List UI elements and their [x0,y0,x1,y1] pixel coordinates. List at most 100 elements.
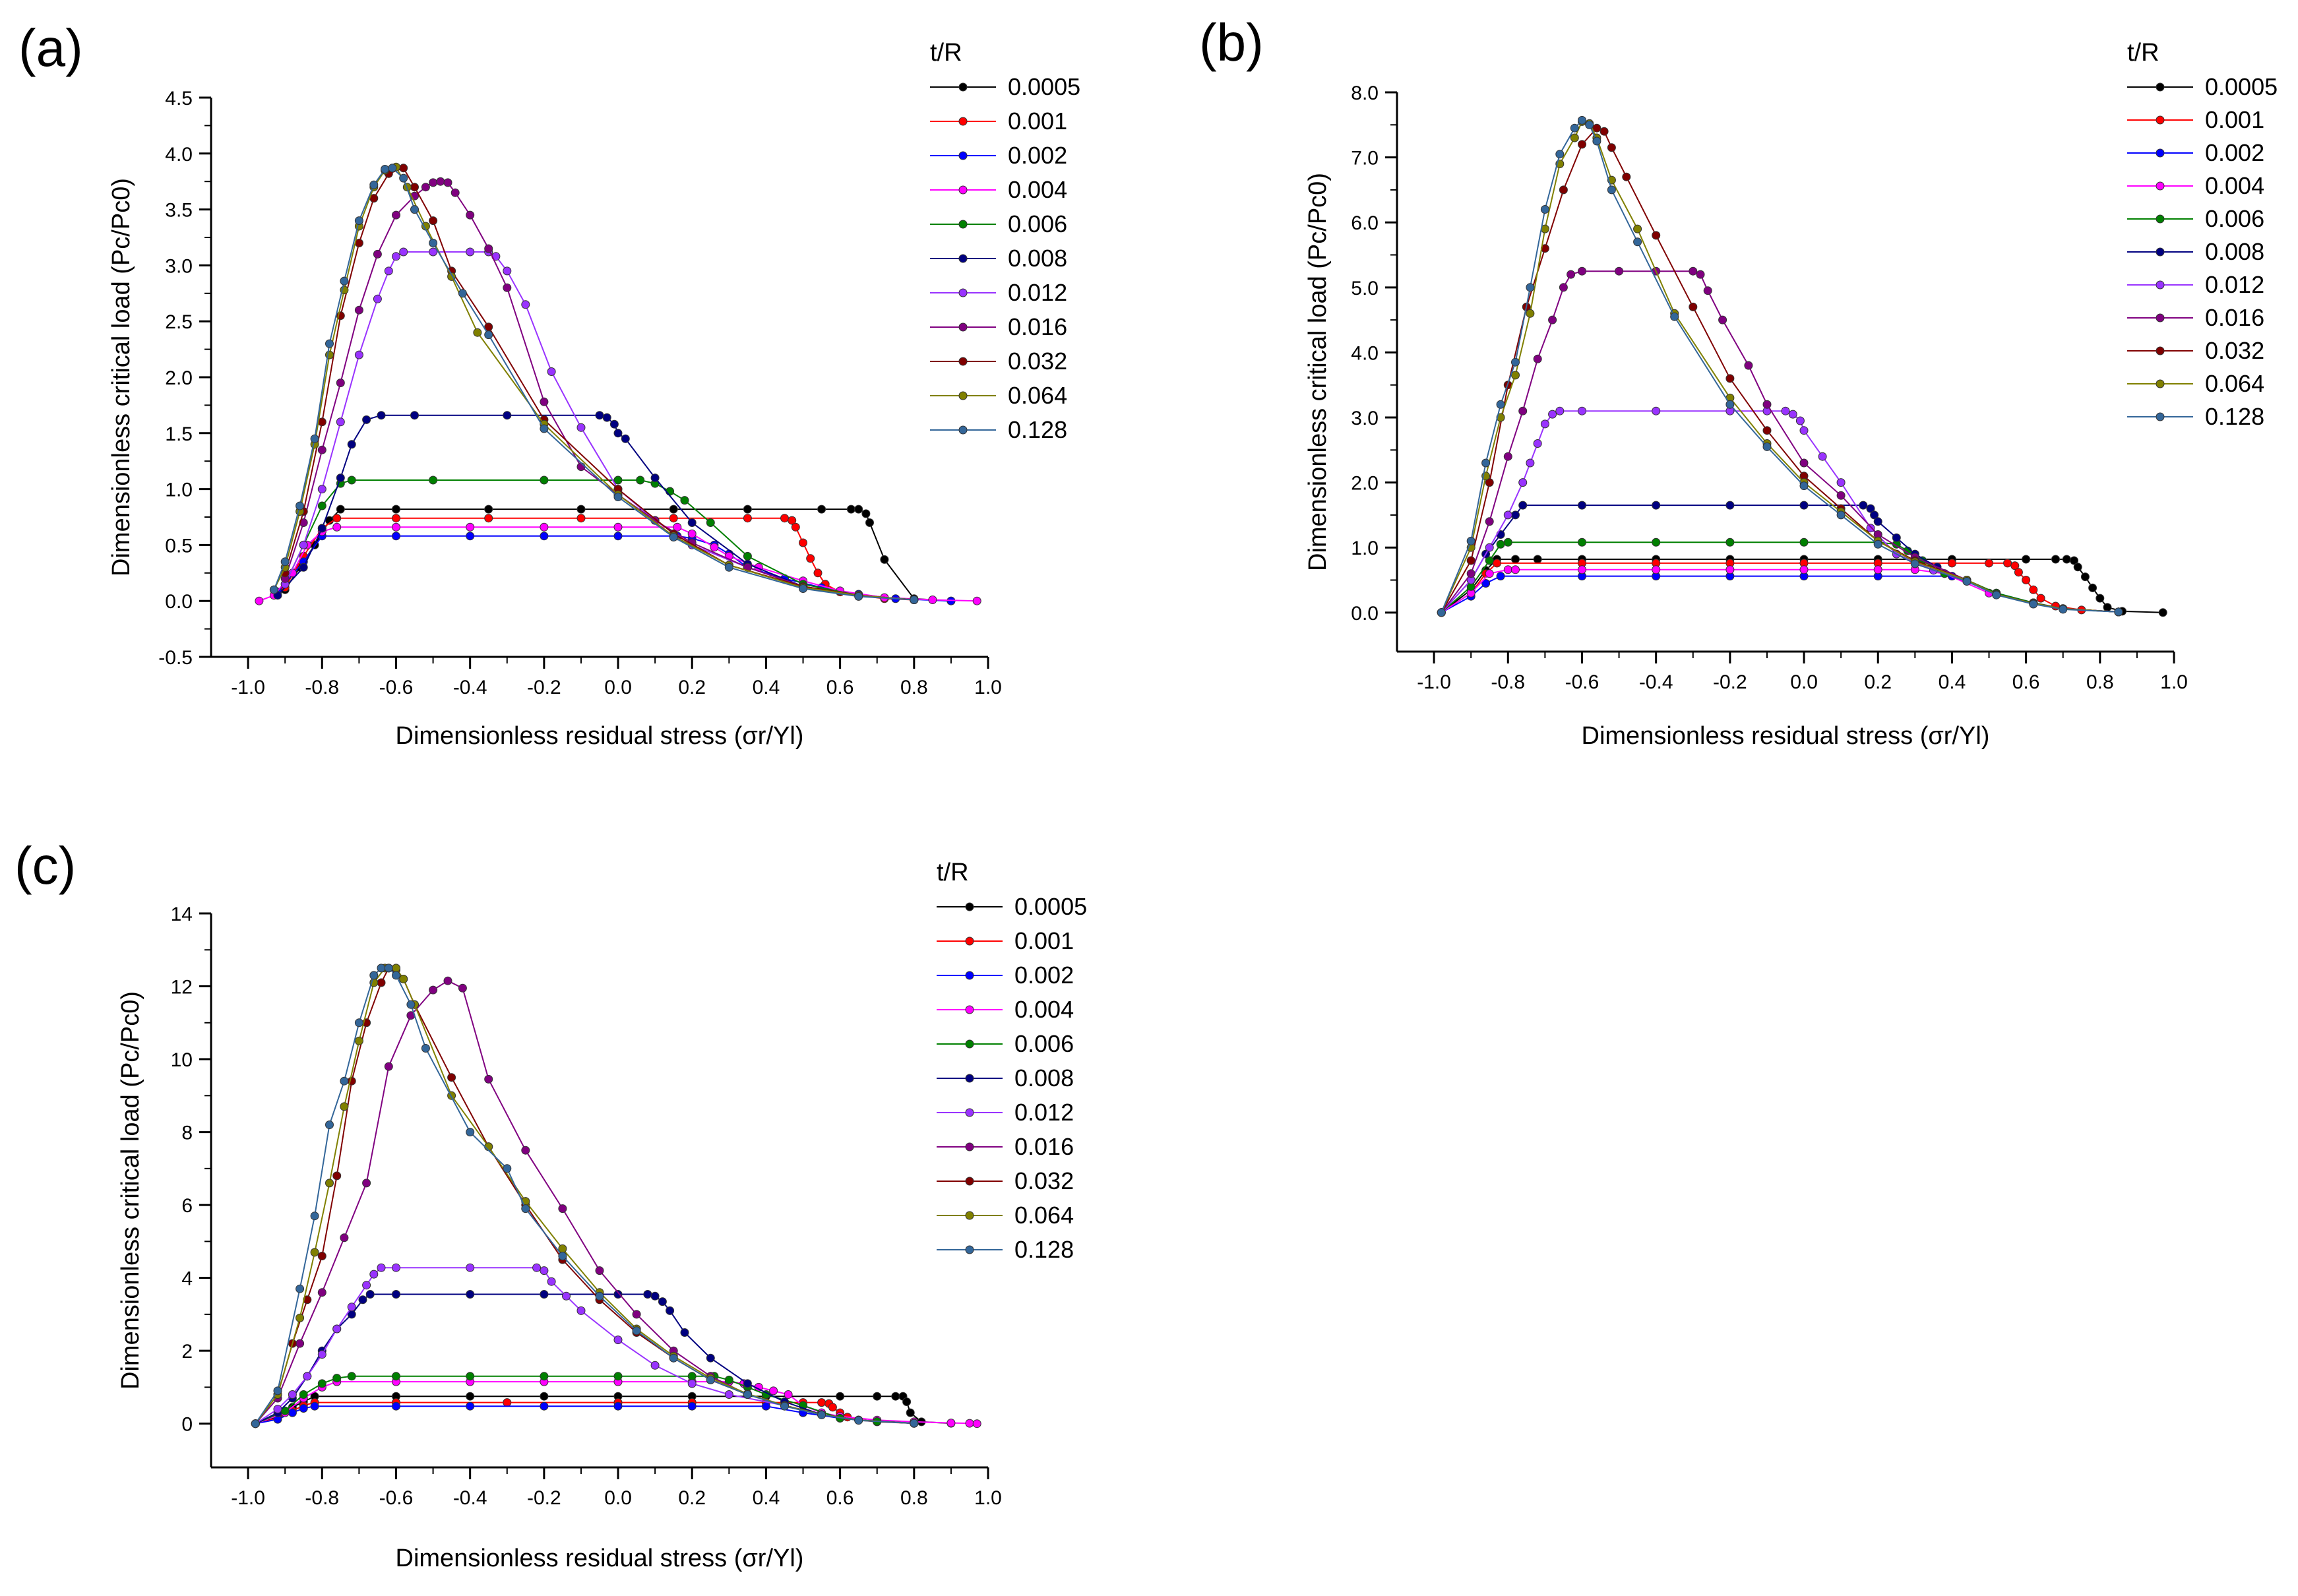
data-point [1511,357,1520,367]
data-point [1652,231,1661,240]
legend-swatch-marker [2156,379,2165,388]
data-point [299,540,308,549]
data-point [299,563,308,572]
data-point [369,180,379,189]
data-point [706,1353,715,1363]
data-point [392,1290,400,1299]
data-point [632,1326,641,1335]
data-point [1485,543,1494,552]
data-point [791,522,800,532]
y-tick-label: 7.0 [1351,148,1379,169]
data-point [2051,555,2060,564]
data-point [2029,599,2038,609]
data-point [1578,115,1586,125]
data-point [392,964,400,973]
data-point [310,1212,319,1221]
data-point [340,1076,349,1086]
data-point [325,339,334,348]
data-point [576,505,586,514]
data-point [1496,572,1505,581]
legend-swatch-marker [965,1074,974,1083]
x-axis-title: Dimensionless residual stress (σr/Yl) [1582,722,1990,750]
data-point [503,1398,512,1407]
data-point [347,476,356,485]
data-point [576,514,586,523]
data-point [602,413,611,422]
data-point [384,964,393,973]
data-point [780,1401,789,1411]
x-tick-label: 0.2 [1864,671,1892,693]
legend-entry: 0.006 [937,1030,1074,1057]
series-line [284,181,914,601]
data-point [910,596,919,604]
data-point [458,983,467,993]
legend-entry: 0.0005 [937,893,1087,920]
y-tick-label: 4.0 [1351,342,1379,364]
data-point [540,532,549,541]
legend-swatch-marker [958,357,968,366]
series-0.0005 [251,1392,956,1428]
data-point [2022,576,2031,584]
data-point [788,516,797,525]
y-tick-label: -0.5 [158,647,193,669]
data-point [1437,608,1446,617]
data-point [466,1128,475,1137]
data-point [743,514,752,523]
data-point [317,1252,326,1260]
data-point [410,205,419,214]
data-point [650,1291,660,1301]
x-tick-label: 0.2 [678,677,706,698]
data-point [484,505,493,514]
data-point [484,244,493,253]
data-point [947,1419,956,1428]
legend-entry: 0.032 [2127,337,2264,364]
data-point [1633,224,1642,233]
legend-entry: 0.128 [937,1236,1074,1263]
legend-label: 0.0005 [2205,73,2278,100]
data-point [650,1361,660,1370]
legend-entry: 0.064 [2127,370,2264,397]
series-line [273,167,914,601]
data-point [706,1375,715,1384]
legend-swatch-marker [2156,280,2165,290]
series-0.064 [251,964,919,1428]
x-tick-label: 0.4 [753,677,780,698]
data-point [340,1233,349,1243]
legend-entry: 0.128 [2127,403,2264,430]
x-tick-label: -0.2 [527,677,561,698]
data-point [317,1288,326,1297]
data-point [1652,406,1661,415]
legend-swatch-marker [958,82,968,92]
data-point [503,266,512,276]
data-point [1795,416,1805,425]
series-line [1441,541,2119,613]
data-point [1511,555,1520,564]
data-point [706,518,715,527]
legend-label: 0.128 [2205,403,2264,430]
data-point [1788,410,1797,419]
legend-entry: 0.008 [930,245,1067,272]
series-line [1441,270,2119,613]
legend-entry: 0.008 [937,1064,1074,1091]
data-point [295,501,305,510]
data-point [421,183,430,192]
data-point [332,522,342,532]
y-tick-label: 8 [181,1122,193,1144]
data-point [2010,561,2020,570]
data-point [880,555,889,564]
data-point [377,978,386,987]
legend-entry: 0.012 [930,279,1067,306]
data-point [1567,270,1576,279]
legend-label: 0.006 [2205,205,2264,232]
data-point [2059,605,2068,614]
data-point [317,485,326,494]
y-tick-label: 3.0 [1351,408,1379,429]
data-point [358,1295,367,1304]
data-point [643,1290,652,1299]
data-point [558,1252,567,1260]
y-tick-label: 2.0 [1351,473,1379,495]
data-point [273,1386,282,1396]
legend-entry: 0.006 [2127,205,2264,232]
data-point [443,178,452,187]
data-point [576,423,586,432]
